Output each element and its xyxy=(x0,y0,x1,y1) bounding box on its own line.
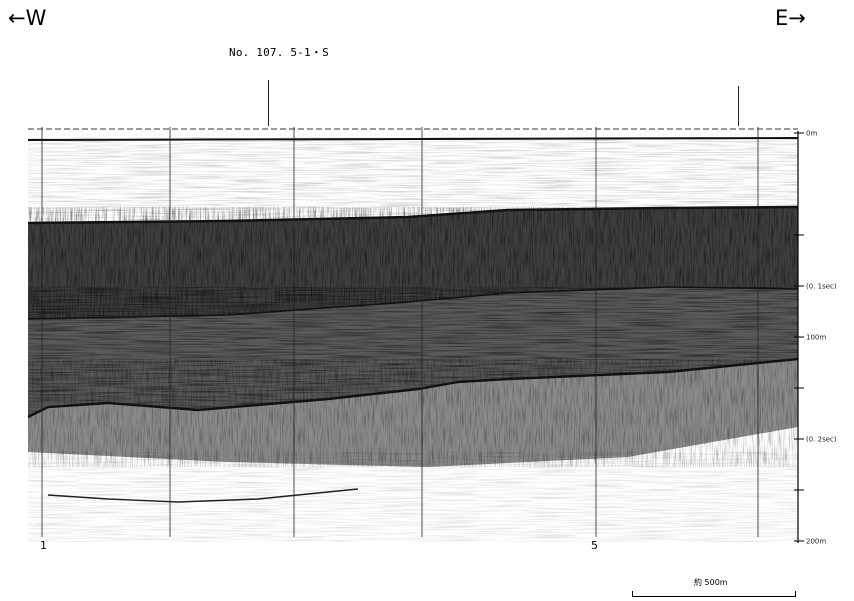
reflector-1 xyxy=(28,205,798,225)
reflector-2 xyxy=(28,286,798,320)
depth-tick-label: 100m xyxy=(806,334,826,342)
east-direction-label: E→ xyxy=(775,6,806,30)
reflector-4 xyxy=(47,488,359,503)
depth-tick-label: 0m xyxy=(806,130,817,138)
reflection-layers xyxy=(28,127,798,542)
survey-line-label: No. 107. 5-1・S xyxy=(229,46,329,59)
fix-mark-1: 1 xyxy=(40,539,47,552)
scale-label: 約 500m xyxy=(694,578,728,587)
reflector-seafloor xyxy=(28,137,798,141)
depth-tick-label: (0. 2sec) xyxy=(806,436,836,444)
fix-mark-5: 5 xyxy=(591,539,598,552)
line-crossing-marker-left xyxy=(268,80,269,126)
depth-tick-label: (0. 1sec) xyxy=(806,283,836,291)
depth-tick-label: 200m xyxy=(806,538,826,546)
deep-faint-zone xyxy=(28,452,798,542)
depth-axis: 0m (0. 1sec) 100m (0. 2sec) 200m xyxy=(794,130,836,546)
west-direction-label: ←W xyxy=(8,6,47,30)
seismic-profile: 0m (0. 1sec) 100m (0. 2sec) 200m xyxy=(28,127,836,546)
reflector-3 xyxy=(28,357,798,419)
fix-lines xyxy=(41,127,759,537)
scale-bar xyxy=(632,591,796,597)
line-crossing-marker-right xyxy=(738,86,739,126)
